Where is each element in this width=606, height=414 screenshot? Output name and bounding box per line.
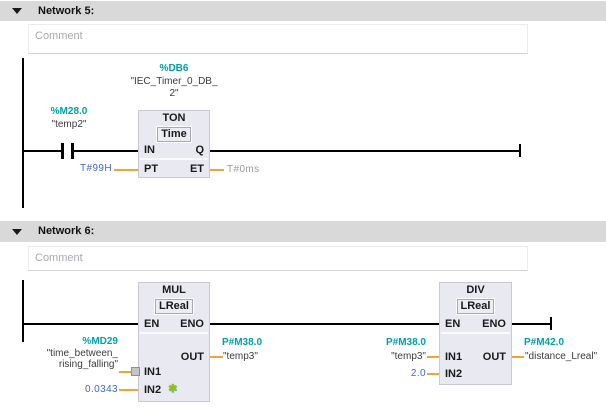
block-data-type[interactable]: LReal — [139, 296, 209, 314]
mul-in1-name-line2[interactable]: rising_falling" — [58, 359, 118, 370]
contact-bar-left — [61, 143, 64, 159]
rung-wire — [24, 150, 62, 152]
pt-wire — [114, 169, 138, 171]
contact-name[interactable]: "temp2" — [51, 119, 87, 130]
mul-block[interactable]: MUL LReal EN ENO OUT IN1 IN2 ✱ — [138, 282, 210, 402]
timer-db-address[interactable]: %DB6 — [159, 63, 189, 74]
network-5-title: Network 5: — [38, 5, 95, 17]
pin-q: Q — [195, 144, 204, 156]
div-in1-address[interactable]: P#M38.0 — [385, 337, 426, 348]
block-data-type[interactable]: Time — [139, 124, 209, 142]
pt-value[interactable]: T#99H — [79, 163, 112, 174]
rung-end-tick — [519, 144, 521, 157]
pin-in2: IN2 — [144, 384, 162, 396]
pin-separator — [441, 332, 510, 334]
pin-separator — [140, 158, 208, 160]
div-in1-name[interactable]: "temp3" — [391, 351, 426, 362]
block-data-type[interactable]: LReal — [440, 296, 511, 314]
ton-timer-block[interactable]: TON Time IN Q PT ET — [138, 110, 210, 178]
mul-out-name[interactable]: "temp3" — [223, 351, 258, 362]
pin-in2: IN2 — [445, 368, 463, 380]
et-value[interactable]: T#0ms — [227, 164, 260, 175]
timer-db-name-line1[interactable]: "IEC_Timer_0_DB_ — [130, 76, 218, 87]
power-rail — [22, 280, 24, 342]
network-5-header[interactable]: Network 5: ..... — [0, 1, 606, 21]
pin-out: OUT — [482, 351, 506, 363]
block-title: DIV — [466, 284, 485, 296]
contact-bar-right — [71, 143, 74, 159]
network-5-title-placeholder-dots[interactable]: ..... — [75, 7, 96, 17]
q-output-wire — [210, 150, 520, 152]
rung-end-tick — [550, 317, 552, 330]
collapse-triangle-icon[interactable] — [12, 8, 22, 14]
div-in2-wire — [427, 373, 439, 375]
collapse-triangle-icon[interactable] — [12, 229, 22, 235]
mul-in2-wire — [119, 389, 138, 391]
mul-in2-value[interactable]: 0.0343 — [85, 384, 118, 395]
mul-out-wire — [210, 356, 223, 358]
mul-in1-address[interactable]: %MD29 — [82, 336, 118, 347]
eno-chain-wire — [210, 323, 439, 325]
rung-wire — [74, 150, 138, 152]
instruction-status-asterisk-icon: ✱ — [168, 383, 178, 395]
pin-et: ET — [189, 163, 204, 175]
pin-separator — [140, 332, 208, 334]
div-in2-value[interactable]: 2.0 — [410, 368, 426, 379]
operand-handle-box[interactable] — [131, 367, 140, 376]
pin-pt: PT — [144, 163, 159, 175]
div-in1-wire — [427, 356, 439, 358]
network-6-title: Network 6: — [38, 225, 95, 237]
network-6-title-placeholder-dots[interactable]: ..... — [76, 227, 97, 237]
mul-in1-wire — [119, 371, 132, 373]
contact-address[interactable]: %M28.0 — [50, 106, 88, 117]
div-out-name[interactable]: "distance_Lreal" — [525, 351, 598, 362]
network-6-header[interactable]: Network 6: ..... — [0, 221, 606, 242]
block-title: TON — [162, 112, 186, 124]
pin-en: EN — [144, 318, 160, 330]
network-6-comment-field[interactable]: Comment — [28, 246, 528, 271]
pin-in: IN — [144, 144, 155, 156]
pin-in1: IN1 — [445, 351, 463, 363]
mul-in1-name-line1[interactable]: "time_between_ — [46, 348, 118, 359]
timer-db-name-line2[interactable]: 2" — [169, 88, 179, 99]
block-title: MUL — [162, 284, 186, 296]
pin-in1: IN1 — [144, 366, 162, 378]
div-out-wire — [512, 356, 524, 358]
mul-out-address[interactable]: P#M38.0 — [222, 337, 263, 348]
div-block[interactable]: DIV LReal EN ENO IN1 OUT IN2 — [439, 282, 512, 385]
network-5-comment-field[interactable]: Comment — [28, 24, 528, 54]
pin-out: OUT — [180, 351, 204, 363]
rung-wire — [24, 323, 138, 325]
pin-eno: ENO — [180, 318, 204, 330]
div-out-address[interactable]: P#M42.0 — [524, 337, 565, 348]
pin-eno: ENO — [482, 318, 506, 330]
et-wire — [210, 169, 224, 171]
eno-output-wire — [512, 323, 551, 325]
power-rail — [22, 58, 24, 208]
pin-en: EN — [445, 318, 461, 330]
